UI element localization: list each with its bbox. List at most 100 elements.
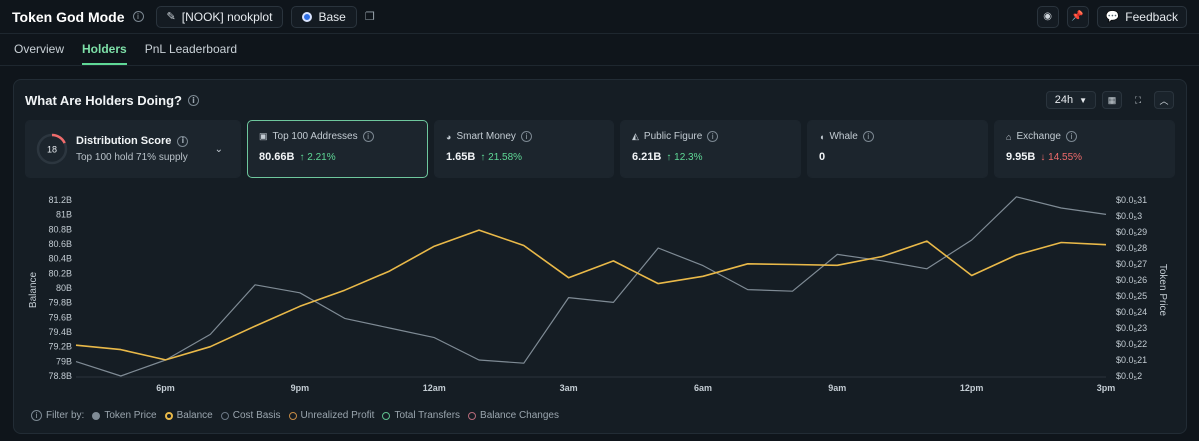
- timeframe-value: 24h: [1054, 94, 1074, 106]
- chain-label: Base: [318, 9, 346, 24]
- tab-overview[interactable]: Overview: [14, 42, 65, 56]
- info-icon[interactable]: i: [707, 131, 719, 142]
- legend-dot: [92, 411, 101, 420]
- y2-tick-label: $0.0₅24: [1116, 307, 1147, 317]
- holders-chart: 81.2B 81B 80.8B 80.6B 80.4B 80.2B 80B 79.8B 79.6…: [28, 195, 1168, 393]
- y-tick-label: 79B: [56, 356, 72, 366]
- card-exchange[interactable]: ⌂ Exchange i 9.95B ↓ 14.55%: [994, 120, 1175, 178]
- panel-title: What Are Holders Doing?: [25, 93, 182, 108]
- legend-label: Balance: [176, 410, 213, 421]
- pencil-icon: ✎: [166, 11, 176, 23]
- legend-label: Cost Basis: [232, 410, 281, 421]
- y2-tick-label: $0.0₅31: [1116, 195, 1147, 205]
- info-icon[interactable]: i: [1065, 131, 1077, 142]
- timeframe-select[interactable]: 24h ▼: [1045, 91, 1096, 109]
- y-tick-label: 80.8B: [48, 224, 72, 234]
- legend-dot: [288, 411, 297, 420]
- info-icon[interactable]: i: [132, 11, 144, 22]
- token-selector-button[interactable]: ✎ [NOOK] nookplot: [155, 5, 284, 28]
- card-label: Smart Money: [456, 131, 516, 142]
- legend-dot: [220, 411, 229, 420]
- card-change: ↑ 2.21%: [299, 152, 336, 163]
- app-title: Token God Mode: [12, 8, 125, 25]
- y-tick-label: 80.4B: [48, 254, 72, 264]
- legend-cost-basis[interactable]: Cost Basis: [220, 410, 281, 421]
- chat-bubble-icon: 💬: [1105, 11, 1120, 23]
- y2-tick-label: $0.0₅3: [1116, 211, 1142, 221]
- y-tick-label: 80B: [56, 283, 72, 293]
- card-value: 1.65B: [446, 151, 476, 163]
- x-tick-label: 12pm: [960, 383, 984, 393]
- holder-cards: 18 Distribution Score i Top 100 hold 71% …: [25, 120, 1175, 178]
- info-icon[interactable]: i: [187, 95, 199, 106]
- pin-icon: 📌: [1071, 11, 1084, 22]
- brain-icon: ◕: [446, 131, 452, 142]
- page-tabs: Overview Holders PnL Leaderboard: [0, 34, 1199, 66]
- distribution-score-ring: 18: [36, 133, 68, 165]
- top-bar: Token God Mode i ✎ [NOOK] nookplot Base …: [0, 0, 1199, 34]
- tab-pnl-leaderboard[interactable]: PnL Leaderboard: [144, 42, 237, 56]
- x-tick-label: 3am: [560, 383, 578, 393]
- y-tick-label: 79.2B: [48, 342, 72, 352]
- legend-label: Balance Changes: [480, 410, 559, 421]
- legend-label: Unrealized Profit: [300, 410, 375, 421]
- balance-line: [75, 229, 1107, 361]
- collapse-button[interactable]: ︿: [1154, 91, 1174, 109]
- legend-balance-changes[interactable]: Balance Changes: [468, 410, 559, 421]
- card-label: Exchange: [1016, 131, 1061, 142]
- pin-button[interactable]: 📌: [1066, 5, 1089, 28]
- y2-tick-label: $0.0₅25: [1116, 291, 1147, 301]
- card-smart-money[interactable]: ◕ Smart Money i 1.65B ↑ 21.58%: [434, 120, 614, 178]
- info-icon[interactable]: i: [362, 131, 374, 142]
- x-tick-label: 6am: [694, 383, 712, 393]
- distribution-score-card[interactable]: 18 Distribution Score i Top 100 hold 71% …: [25, 120, 241, 178]
- info-icon[interactable]: i: [520, 131, 532, 142]
- expand-button[interactable]: ⛶: [1128, 91, 1148, 109]
- x-tick-label: 9am: [828, 383, 846, 393]
- card-change: ↓ 14.55%: [1040, 152, 1083, 163]
- tab-holders[interactable]: Holders: [82, 42, 127, 65]
- legend-balance[interactable]: Balance: [164, 410, 213, 421]
- y2-axis-label: Token Price: [1157, 264, 1168, 317]
- feedback-button[interactable]: 💬 Feedback: [1096, 5, 1187, 28]
- legend-dot: [468, 411, 477, 420]
- card-change: ↑ 21.58%: [480, 152, 523, 163]
- watch-button[interactable]: ◉: [1036, 5, 1059, 28]
- y-tick-label: 79.8B: [48, 298, 72, 308]
- legend-total-transfers[interactable]: Total Transfers: [382, 410, 460, 421]
- token-label: [NOOK] nookplot: [181, 9, 273, 24]
- y2-tick-label: $0.0₅21: [1116, 355, 1147, 365]
- legend-label: Token Price: [104, 410, 157, 421]
- card-label: Top 100 Addresses: [272, 131, 358, 142]
- legend-token-price[interactable]: Token Price: [92, 410, 157, 421]
- expand-icon: ⛶: [1134, 94, 1142, 105]
- card-whale[interactable]: ◖ Whale i 0: [807, 120, 988, 178]
- filter-label: Filter by:: [46, 410, 85, 421]
- card-value: 9.95B: [1006, 151, 1036, 163]
- legend-dot: [382, 411, 391, 420]
- card-top-100-addresses[interactable]: ▣ Top 100 Addresses i 80.66B ↑ 2.21%: [247, 120, 428, 178]
- info-icon[interactable]: i: [862, 131, 874, 142]
- bank-icon: ⌂: [1006, 131, 1012, 142]
- y2-tick-label: $0.0₅29: [1116, 227, 1147, 237]
- distribution-score-title: Distribution Score: [76, 135, 172, 147]
- distribution-score-subtitle: Top 100 hold 71% supply: [76, 152, 188, 163]
- base-chain-icon: [302, 11, 313, 22]
- calendar-button[interactable]: ▦: [1102, 91, 1122, 109]
- info-icon[interactable]: i: [177, 135, 189, 147]
- y2-tick-label: $0.0₅2: [1116, 371, 1142, 381]
- chain-selector-button[interactable]: Base: [291, 5, 357, 28]
- legend-unrealized-profit[interactable]: Unrealized Profit: [288, 410, 375, 421]
- card-public-figure[interactable]: ◭ Public Figure i 6.21B ↑ 12.3%: [620, 120, 801, 178]
- x-tick-label: 6pm: [156, 383, 175, 393]
- chevron-down-icon[interactable]: ⌄: [214, 143, 223, 155]
- copy-icon[interactable]: ❐: [364, 11, 375, 23]
- caret-down-icon: ▼: [1079, 95, 1087, 105]
- card-value: 0: [819, 151, 826, 163]
- megaphone-icon: ◭: [632, 131, 639, 141]
- card-value: 80.66B: [259, 151, 295, 163]
- wallet-icon: ▣: [259, 131, 268, 141]
- y-tick-label: 80.2B: [48, 268, 72, 278]
- y-tick-label: 81B: [56, 210, 72, 220]
- panel-controls: 24h ▼ ▦ ⛶ ︿: [1045, 91, 1174, 109]
